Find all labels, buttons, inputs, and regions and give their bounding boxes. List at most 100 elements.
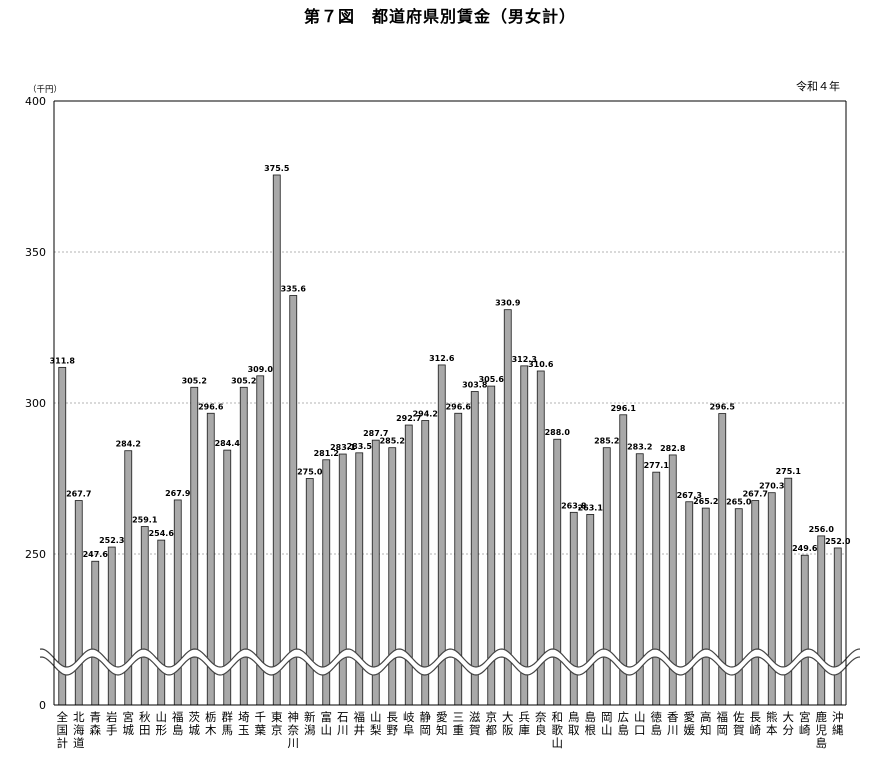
y-tick-label: 400 (25, 95, 46, 108)
x-category-label: 岩手 (106, 710, 118, 737)
x-category-label: 北海道 (73, 710, 85, 750)
data-label: 275.1 (776, 467, 802, 476)
data-labels: 311.8 267.7 247.6 252.3 284.2 259.1 254.6 267.9… (50, 164, 851, 559)
y-tick-label: 0 (39, 699, 46, 712)
data-label: 265.2 (693, 497, 718, 506)
x-category-label: 埼玉 (238, 710, 250, 737)
data-label: 335.6 (281, 284, 307, 293)
data-label: 265.0 (726, 498, 752, 507)
x-category-label: 福井 (354, 710, 366, 737)
bar (685, 501, 694, 706)
x-category-label: 三重 (453, 710, 465, 737)
bar (272, 174, 281, 706)
data-label: 259.1 (132, 516, 158, 525)
data-label: 285.2 (594, 437, 619, 446)
x-category-label: 熊本 (766, 710, 778, 737)
data-label: 247.6 (83, 550, 109, 559)
bar (173, 499, 182, 706)
x-category-labels: 全国計北海道青森岩手宮城秋田山形福島茨城栃木群馬埼玉千葉東京神奈川新潟富山石川福… (57, 710, 845, 750)
data-label: 283.2 (627, 443, 652, 452)
data-label: 270.3 (759, 482, 784, 491)
x-category-label: 香川 (667, 710, 679, 737)
data-label: 275.0 (297, 468, 323, 477)
data-label: 252.3 (99, 536, 124, 545)
x-category-label: 奈良 (535, 710, 547, 737)
data-label: 282.8 (660, 444, 686, 453)
bar (586, 514, 595, 706)
x-category-label: 広島 (618, 710, 630, 737)
bar (833, 547, 842, 706)
y-tick-label: 300 (25, 397, 46, 410)
x-category-label: 鳥取 (568, 710, 580, 737)
bar (470, 391, 479, 706)
axis-break (39, 648, 861, 676)
data-label: 292.7 (396, 414, 421, 423)
data-label: 254.6 (149, 529, 175, 538)
bar (800, 554, 809, 706)
bar (602, 447, 611, 706)
x-category-label: 長崎 (750, 710, 762, 737)
data-label: 267.9 (165, 489, 191, 498)
data-label: 296.5 (710, 403, 736, 412)
data-label: 310.6 (528, 360, 554, 369)
y-tick-labels: 0 250 300 350 400 (25, 95, 46, 712)
data-label: 287.7 (363, 429, 388, 438)
x-category-label: 宮城 (123, 710, 135, 737)
data-label: 312.3 (512, 355, 537, 364)
bars (58, 174, 842, 706)
bar (74, 500, 83, 706)
data-label: 296.1 (611, 404, 637, 413)
x-category-label: 沖縄 (832, 710, 844, 737)
bar (619, 414, 628, 706)
bar (157, 539, 166, 706)
x-category-label: 山形 (156, 710, 168, 737)
x-category-label: 新潟 (304, 710, 316, 737)
data-label: 330.9 (495, 299, 521, 308)
chart-title: 第７図 都道府県別賃金（男女計） (304, 7, 576, 26)
axes (53, 100, 847, 706)
data-label: 252.0 (825, 537, 851, 546)
bar (305, 478, 314, 706)
x-category-label: 和歌山 (552, 710, 564, 750)
data-label: 263.1 (578, 503, 604, 512)
bar (652, 471, 661, 706)
x-category-label: 山口 (634, 710, 646, 737)
data-label: 296.6 (446, 402, 472, 411)
data-label: 267.3 (677, 491, 702, 500)
data-label: 312.6 (429, 354, 455, 363)
x-category-label: 千葉 (255, 710, 267, 737)
bar (767, 492, 776, 706)
x-category-label: 福岡 (717, 710, 729, 737)
bar (569, 511, 578, 706)
x-category-label: 高知 (700, 710, 712, 737)
bar (701, 507, 710, 706)
x-category-label: 徳島 (651, 710, 663, 737)
data-label: 256.0 (809, 525, 835, 534)
data-label: 375.5 (264, 164, 290, 173)
data-label: 311.8 (50, 356, 76, 365)
x-category-label: 茨城 (189, 710, 201, 737)
bar (58, 366, 67, 706)
bar (388, 447, 397, 706)
data-label: 305.2 (182, 376, 207, 385)
x-category-label: 島根 (585, 710, 597, 737)
x-category-label: 兵庫 (519, 710, 531, 737)
axis-break-band (40, 649, 860, 675)
x-category-label: 群馬 (222, 710, 234, 737)
y-tick-label: 350 (25, 246, 46, 259)
data-label: 305.2 (231, 376, 256, 385)
x-category-label: 秋田 (139, 710, 151, 737)
data-label: 267.7 (743, 490, 768, 499)
bar (91, 560, 100, 706)
x-category-label: 大分 (783, 710, 795, 737)
x-category-label: 石川 (337, 710, 349, 737)
x-category-label: 岐阜 (403, 710, 415, 737)
data-label: 263.8 (561, 501, 587, 510)
x-category-label: 栃木 (205, 710, 217, 737)
data-label: 249.6 (792, 544, 818, 553)
x-category-label: 京都 (486, 710, 498, 737)
data-label: 303.8 (462, 381, 488, 390)
bar (289, 295, 298, 706)
gridlines (54, 100, 846, 555)
